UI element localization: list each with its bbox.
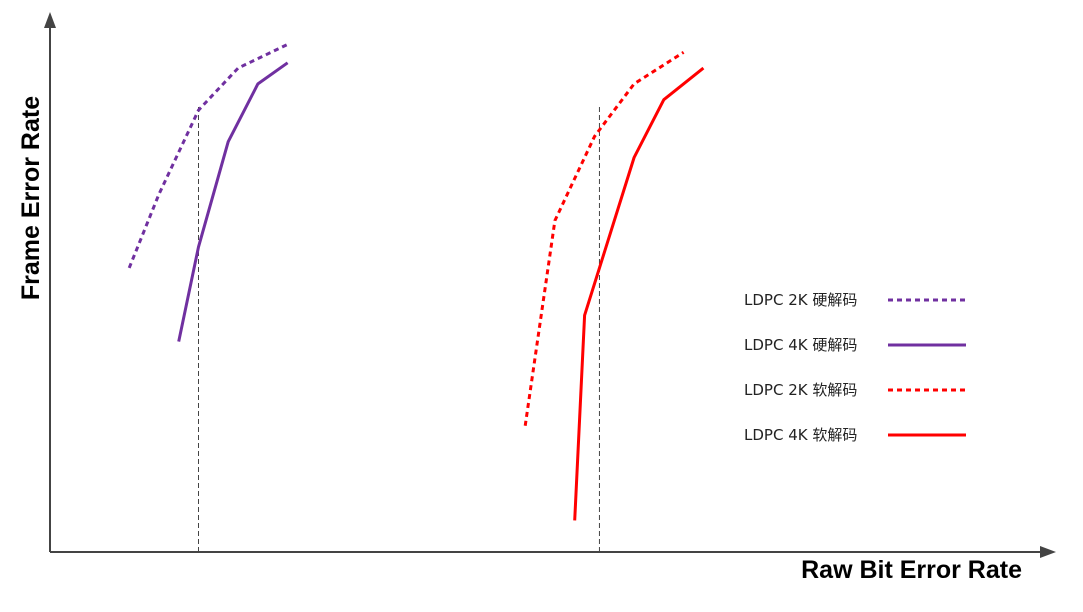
series-line-4: [573, 66, 705, 521]
x-axis-title: Raw Bit Error Rate: [801, 556, 1022, 584]
series-lines: [127, 43, 705, 521]
y-axis-title: Frame Error Rate: [17, 96, 45, 300]
x-axis-arrow: [1040, 546, 1056, 558]
legend-label-3: LDPC 2K 软解码: [744, 381, 857, 399]
legend-label-4: LDPC 4K 软解码: [744, 426, 857, 444]
series-line-3: [523, 51, 685, 426]
series-line-1: [127, 43, 289, 269]
legend-label-2: LDPC 4K 硬解码: [744, 336, 857, 354]
reference-lines: [198, 104, 600, 552]
legend-label-1: LDPC 2K 硬解码: [744, 291, 857, 309]
legend: LDPC 2K 硬解码 LDPC 4K 硬解码 LDPC 2K 软解码 LDPC 4K…: [744, 291, 966, 444]
series-line-2: [177, 61, 289, 342]
y-axis-arrow: [44, 12, 56, 28]
